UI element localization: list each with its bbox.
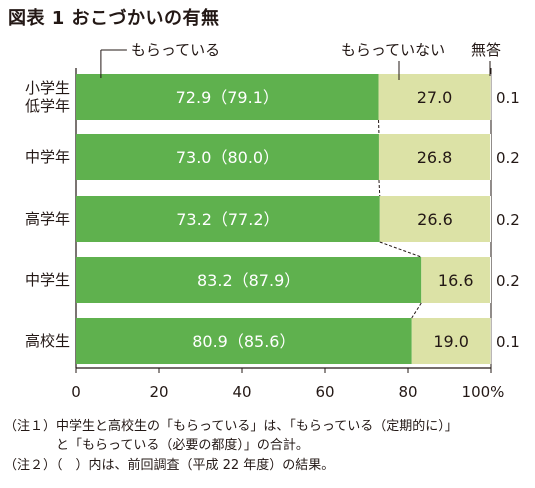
connector-dashed (411, 302, 422, 319)
legend-not-received: もらっていない (341, 41, 445, 59)
bar-not-received (379, 196, 491, 242)
bar-received (76, 74, 379, 120)
note-2: （注２）（ ）内は、前回調査（平成 22 年度）の結果。 (4, 458, 335, 473)
chart-title: 図表 1 おこづかいの有無 (8, 8, 220, 29)
label-not-received: 16.6 (438, 271, 474, 290)
bars-layer: 72.9（79.1） 27.0 0.1 73.0（80.0） 26.8 0.2 73.2（7… (76, 74, 520, 364)
label-not-received: 19.0 (433, 332, 469, 351)
x-tick-label: 0 (71, 383, 81, 401)
bar-no-answer (490, 318, 492, 364)
bar-received (76, 134, 379, 180)
category-label: 中学生 (25, 271, 70, 289)
label-not-received: 26.8 (417, 148, 453, 167)
legend-no-answer: 無答 (471, 41, 501, 59)
label-received: 83.2（87.9） (197, 271, 300, 290)
legend-received: もらっている (131, 41, 220, 59)
category-label-line: 小学生 (25, 79, 70, 97)
bar-received (76, 257, 422, 303)
label-no-answer: 0.2 (496, 149, 520, 167)
label-received: 73.0（80.0） (176, 148, 279, 167)
bar-not-received (378, 74, 491, 120)
category-label-line: 中学年 (25, 148, 70, 166)
label-received: 72.9（79.1） (176, 88, 279, 107)
label-no-answer: 0.2 (496, 211, 520, 229)
legend-layer: もらっている もらっていない 無答 (100, 41, 501, 80)
label-received: 73.2（77.2） (176, 210, 279, 229)
x-tick-label: 40 (232, 383, 251, 401)
label-received: 80.9（85.6） (192, 332, 295, 351)
bar-received (76, 318, 412, 364)
bar-not-received (421, 257, 491, 303)
category-label: 小学生低学年 (25, 79, 70, 115)
category-label: 高校生 (25, 332, 70, 350)
category-label-line: 低学年 (25, 97, 70, 115)
bar-no-answer (490, 74, 492, 120)
bar-no-answer (490, 134, 491, 180)
note-1: （注１）中学生と高校生の「もらっている」は、「もらっている（定期的に）」 (4, 419, 458, 434)
bar-no-answer (490, 257, 491, 303)
bar-received (76, 196, 380, 242)
bar-not-received (378, 134, 491, 180)
category-label-line: 高学年 (25, 210, 70, 228)
note-1-continued: と「もらっている（必要の都度）」の合計。 (4, 438, 309, 453)
x-tick-label: 20 (149, 383, 168, 401)
x-tick-label: 60 (315, 383, 334, 401)
label-no-answer: 0.1 (496, 89, 520, 107)
connector-dashed (379, 241, 422, 258)
category-label: 高学年 (25, 210, 70, 228)
category-label: 中学年 (25, 148, 70, 166)
x-tick-label: 100% (462, 383, 505, 401)
x-tick-label: 80 (398, 383, 417, 401)
label-no-answer: 0.1 (496, 333, 520, 351)
bar-no-answer (490, 196, 491, 242)
category-label-line: 高校生 (25, 332, 70, 350)
category-label-line: 中学生 (25, 271, 70, 289)
label-not-received: 26.6 (417, 210, 453, 229)
label-not-received: 27.0 (417, 88, 453, 107)
bar-not-received (411, 318, 491, 364)
connector-dashed (378, 179, 381, 197)
label-no-answer: 0.2 (496, 272, 520, 290)
